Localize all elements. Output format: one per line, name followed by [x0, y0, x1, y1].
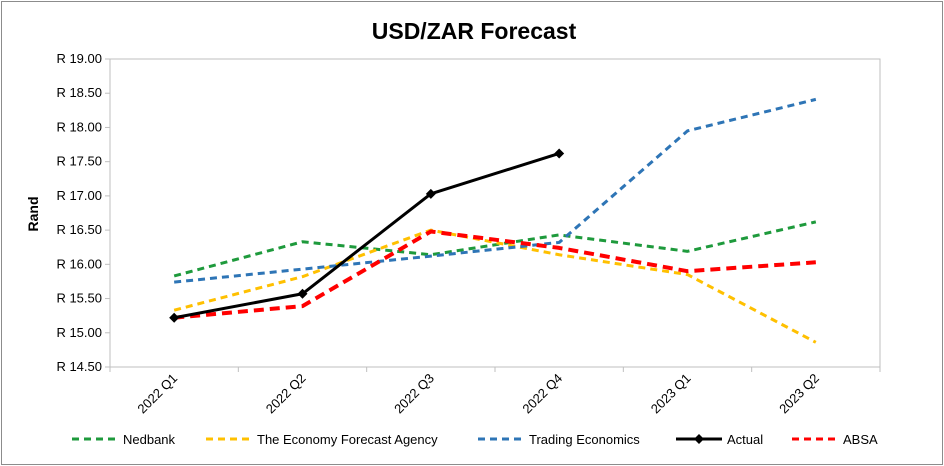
x-tick-label: 2022 Q3 — [391, 371, 437, 417]
y-tick-label: R 16.00 — [56, 256, 102, 271]
y-tick-label: R 18.50 — [56, 85, 102, 100]
legend-label: The Economy Forecast Agency — [257, 432, 438, 447]
y-tick-label: R 15.00 — [56, 325, 102, 340]
series-line-actual — [173, 152, 560, 320]
data-point-marker — [169, 312, 180, 323]
legend-label: Nedbank — [123, 432, 176, 447]
legend-label: Actual — [727, 432, 763, 447]
y-tick-label: R 17.00 — [56, 188, 102, 203]
y-tick-label: R 19.00 — [56, 51, 102, 66]
legend-marker — [694, 434, 704, 444]
series-line-trading-economics — [174, 97, 817, 284]
x-tick-label: 2023 Q2 — [776, 371, 822, 417]
chart-title: USD/ZAR Forecast — [372, 18, 577, 44]
x-tick-label: 2023 Q1 — [648, 371, 694, 417]
data-point-marker — [554, 148, 565, 159]
legend: Nedbank The Economy Forecast Agency Tradin… — [72, 432, 878, 447]
data-point-marker — [297, 288, 308, 299]
y-tick-label: R 14.50 — [56, 359, 102, 374]
legend-label: ABSA — [843, 432, 878, 447]
y-tick-label: R 16.50 — [56, 222, 102, 237]
x-tick-label: 2022 Q4 — [519, 371, 565, 417]
legend-label: Trading Economics — [529, 432, 640, 447]
x-tick-label: 2022 Q2 — [263, 371, 309, 417]
series-line-absa — [173, 229, 816, 320]
y-tick-label: R 17.50 — [56, 154, 102, 169]
y-tick-label: R 15.50 — [56, 291, 102, 306]
series-line-the-economy-forecast-agency — [173, 228, 817, 344]
series-lines — [169, 97, 817, 344]
y-axis-label: Rand — [25, 197, 41, 232]
x-axis: 2022 Q1 2022 Q2 2022 Q3 2022 Q4 2023 Q1 2023 … — [109, 367, 881, 417]
y-axis: R 14.50 R 15.00 R 15.50 R 16.00 R 16.50 R 17.… — [56, 51, 110, 374]
data-point-marker — [425, 188, 436, 199]
y-tick-label: R 18.00 — [56, 119, 102, 134]
x-tick-label: 2022 Q1 — [134, 371, 180, 417]
series-line-nedbank — [173, 220, 817, 278]
plot-area — [109, 58, 881, 368]
